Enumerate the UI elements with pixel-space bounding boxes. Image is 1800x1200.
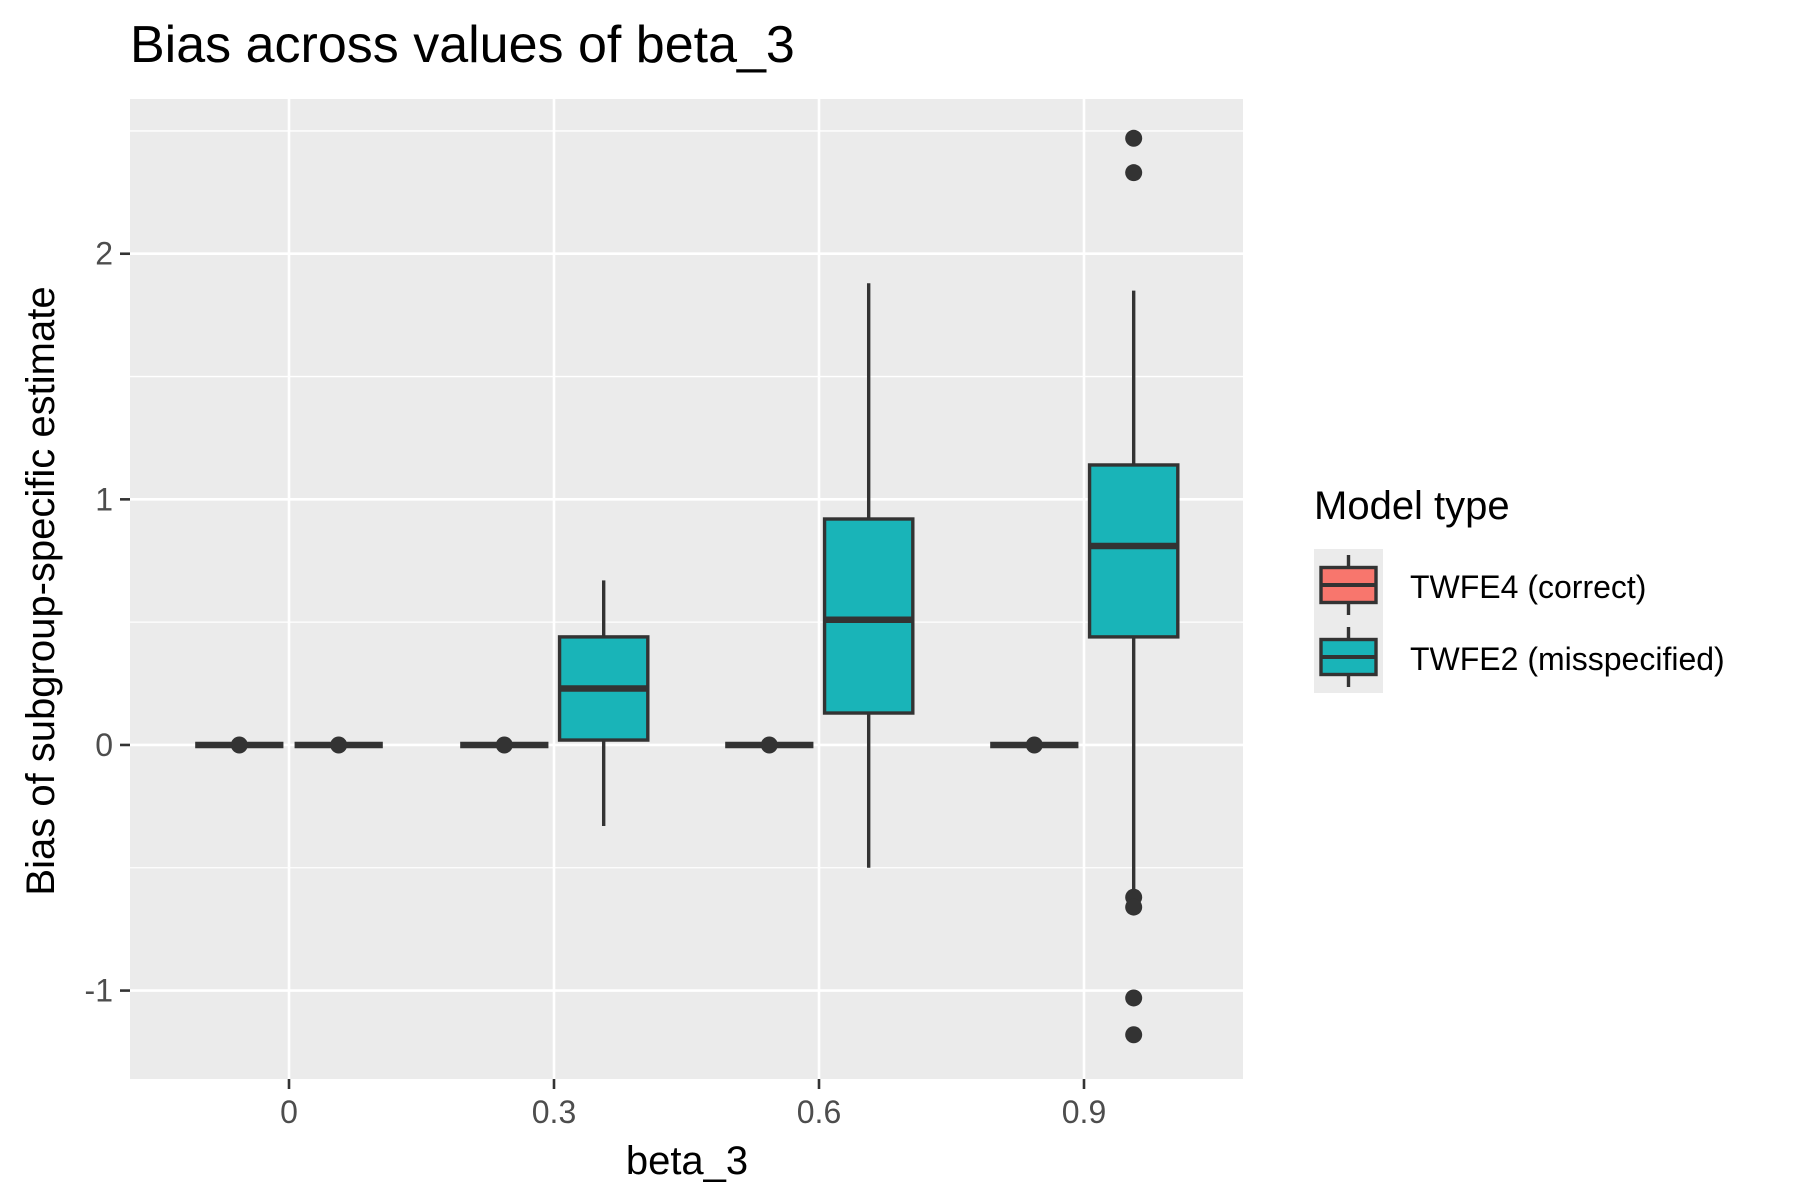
box-1-0 [294, 736, 383, 754]
y-axis-title: Bias of subgroup-specific estimate [19, 286, 63, 895]
y-tick-label: -1 [85, 973, 113, 1009]
outlier-point [495, 736, 513, 754]
box-0-0 [195, 736, 284, 754]
outlier-point [1125, 898, 1143, 916]
outlier-point [1125, 1026, 1143, 1044]
legend-title: Model type [1314, 484, 1510, 528]
plot-background [130, 99, 1243, 1079]
x-tick-label: 0 [280, 1094, 298, 1130]
x-tick-label: 0.3 [532, 1094, 576, 1130]
outlier-point [1025, 736, 1043, 754]
legend-label-twfe2: TWFE2 (misspecified) [1410, 641, 1725, 677]
box-1-2 [822, 283, 915, 868]
outlier-point [1125, 164, 1143, 182]
x-tick-label: 0.6 [797, 1094, 841, 1130]
y-tick-label: 1 [95, 481, 113, 517]
box-0-2 [725, 736, 814, 754]
outlier-point [760, 736, 778, 754]
y-tick-label: 0 [95, 727, 113, 763]
legend-label-twfe4: TWFE4 (correct) [1410, 569, 1646, 605]
box-1-3 [1087, 129, 1180, 1044]
legend: Model type TWFE4 (correct) TWFE2 (misspe… [1314, 484, 1725, 693]
chart-title: Bias across values of beta_3 [130, 16, 795, 74]
box-1-1 [557, 580, 650, 827]
x-axis-title: beta_3 [626, 1139, 748, 1183]
box-0-3 [990, 736, 1079, 754]
outlier-point [330, 736, 348, 754]
legend-key-0 [1319, 555, 1378, 615]
outlier-point [1125, 129, 1143, 147]
y-tick-label: 2 [95, 236, 113, 272]
outlier-point [230, 736, 248, 754]
legend-key-1 [1319, 627, 1378, 687]
box-iqr [822, 517, 915, 715]
plot-area: -1 0 1 2 0 0.3 0.6 0.9 [85, 99, 1243, 1130]
box-0-1 [460, 736, 549, 754]
x-tick-label: 0.9 [1062, 1094, 1106, 1130]
box-iqr [1087, 463, 1180, 639]
legend-keys [1319, 555, 1378, 687]
outlier-point [1125, 989, 1143, 1007]
